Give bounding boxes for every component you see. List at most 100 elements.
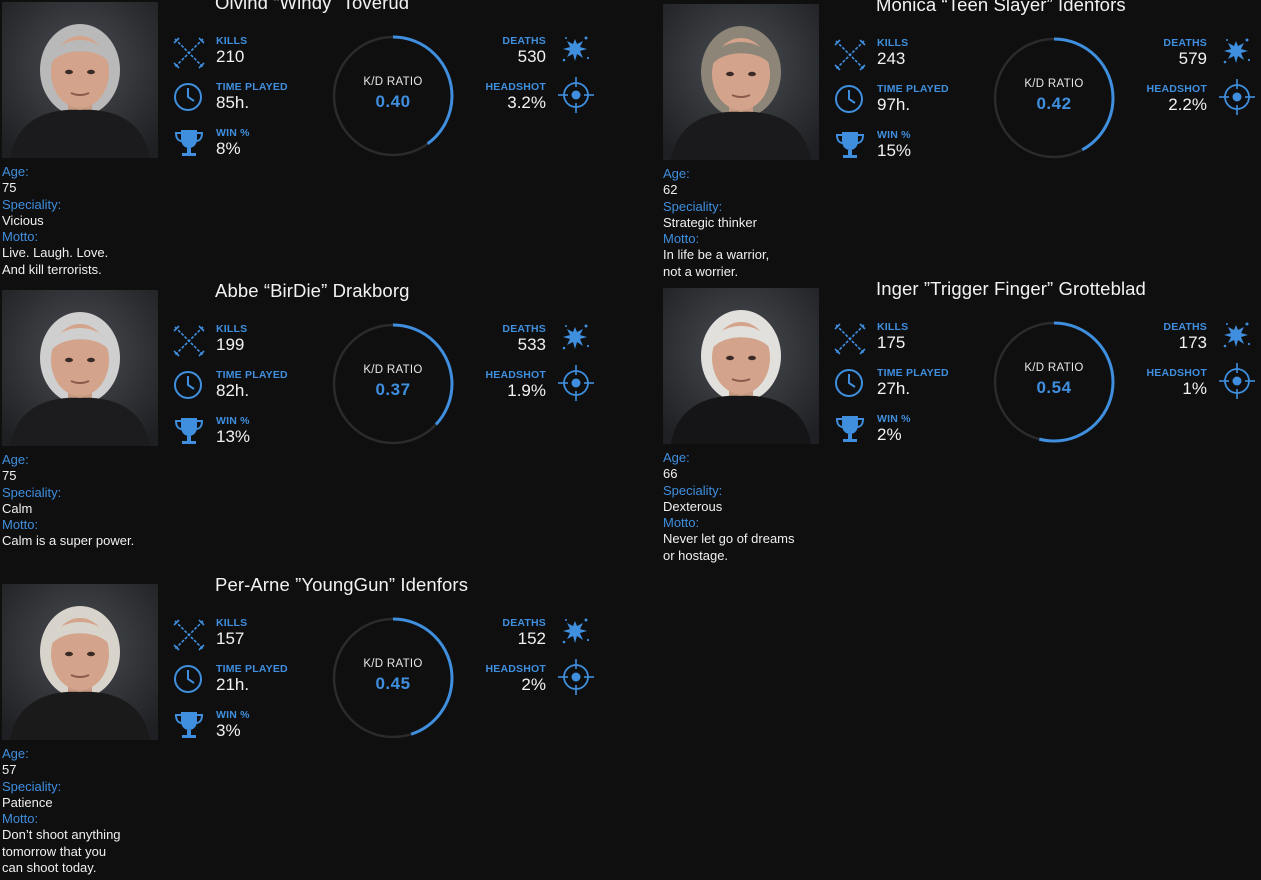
kd-ratio-arc <box>332 323 454 445</box>
crossed-swords-icon <box>172 618 206 652</box>
deaths-value: 579 <box>1178 49 1207 68</box>
clock-icon <box>833 82 867 116</box>
age-label: Age: <box>663 166 690 181</box>
headshot-stat: HEADSHOT 2% <box>485 663 546 695</box>
headshot-value: 1% <box>1182 379 1207 398</box>
time-played-value: 21h. <box>216 675 250 694</box>
kd-value: 0.37 <box>375 380 411 399</box>
headshot-value: 2% <box>521 675 546 694</box>
age-label: Age: <box>663 450 690 465</box>
win-value: 2% <box>877 425 902 444</box>
age-value: 66 <box>663 466 678 482</box>
player-name: Inger ”Trigger Finger” Grotteblad <box>876 278 1146 299</box>
deaths-stat: DEATHS 173 <box>1163 321 1207 353</box>
speciality-value: Strategic thinker <box>663 214 757 230</box>
time-played-label: TIME PLAYED <box>216 369 288 381</box>
kd-ratio-arc <box>993 37 1115 159</box>
speciality-label: Speciality: <box>2 196 62 212</box>
win-stat: WIN % 2% <box>877 413 911 445</box>
speciality-value: Calm <box>2 500 33 516</box>
kills-value: 199 <box>216 335 245 354</box>
crossed-swords-icon <box>833 322 867 356</box>
headshot-label: HEADSHOT <box>485 663 546 675</box>
age-value: 62 <box>663 182 678 198</box>
kd-ratio-ring: K/D RATIO 0.54 <box>991 319 1117 445</box>
kd-ratio-ring: K/D RATIO 0.37 <box>330 321 456 447</box>
player-name: Öivind “Windy” Toverud <box>215 0 410 13</box>
kd-label: K/D RATIO <box>363 364 423 376</box>
win-stat: WIN % 15% <box>877 129 911 161</box>
deaths-value: 530 <box>517 47 546 66</box>
win-value: 15% <box>877 141 912 160</box>
player-card: Abbe “BirDie” Drakborg KILLS 199 TIME PL… <box>2 280 602 580</box>
player-name: Per-Arne ”YoungGun” Idenfors <box>215 574 469 595</box>
speciality-value: Patience <box>2 794 53 810</box>
kd-value: 0.54 <box>1036 378 1072 397</box>
trophy-icon <box>833 128 867 162</box>
headshot-stat: HEADSHOT 1% <box>1146 367 1207 399</box>
player-portrait <box>2 2 158 158</box>
splatter-icon <box>1219 34 1253 68</box>
deaths-stat: DEATHS 152 <box>502 617 546 649</box>
time-played-stat: TIME PLAYED 85h. <box>216 81 288 113</box>
clock-icon <box>172 80 206 114</box>
win-value: 13% <box>216 427 251 446</box>
deaths-stat: DEATHS 533 <box>502 323 546 355</box>
player-portrait <box>2 584 158 740</box>
motto-value: Never let go of dreams or hostage. <box>663 531 795 563</box>
kd-label: K/D RATIO <box>1024 78 1084 90</box>
kd-value: 0.45 <box>375 674 411 693</box>
splatter-icon <box>558 32 592 66</box>
time-played-value: 85h. <box>216 93 250 112</box>
deaths-value: 152 <box>517 629 546 648</box>
time-played-value: 97h. <box>877 95 911 114</box>
time-played-stat: TIME PLAYED 82h. <box>216 369 288 401</box>
kills-value: 243 <box>877 49 906 68</box>
deaths-label: DEATHS <box>502 35 546 47</box>
time-played-stat: TIME PLAYED 97h. <box>877 83 949 115</box>
kills-label: KILLS <box>877 37 909 49</box>
kills-stat: KILLS 157 <box>216 617 247 649</box>
win-value: 8% <box>216 139 241 158</box>
age-value: 57 <box>2 762 17 778</box>
clock-icon <box>833 366 867 400</box>
trophy-icon <box>172 708 206 742</box>
kills-value: 210 <box>216 47 245 66</box>
deaths-label: DEATHS <box>502 617 546 629</box>
kd-ratio-ring: K/D RATIO 0.45 <box>330 615 456 741</box>
time-played-value: 27h. <box>877 379 911 398</box>
kd-ratio-arc <box>993 321 1115 443</box>
speciality-label: Speciality: <box>2 778 62 794</box>
motto-value: Calm is a super power. <box>2 533 135 549</box>
kills-stat: KILLS 210 <box>216 35 247 67</box>
trophy-icon <box>833 412 867 446</box>
headshot-value: 2.2% <box>1168 95 1207 114</box>
win-label: WIN % <box>216 127 250 139</box>
player-portrait <box>663 288 819 444</box>
clock-icon <box>172 662 206 696</box>
motto-label: Motto: <box>663 231 700 247</box>
time-played-value: 82h. <box>216 381 250 400</box>
kd-ratio-arc <box>332 35 454 157</box>
splatter-icon <box>1219 318 1253 352</box>
speciality-label: Speciality: <box>663 482 723 498</box>
win-stat: WIN % 13% <box>216 415 250 447</box>
kills-label: KILLS <box>216 35 248 47</box>
kills-label: KILLS <box>216 617 248 629</box>
headshot-value: 3.2% <box>507 93 546 112</box>
deaths-label: DEATHS <box>502 323 546 335</box>
kd-ratio-arc <box>332 617 454 739</box>
player-card: Per-Arne ”YoungGun” Idenfors KILLS 157 T… <box>2 574 602 875</box>
kills-stat: KILLS 199 <box>216 323 247 355</box>
headshot-label: HEADSHOT <box>485 81 546 93</box>
kd-label: K/D RATIO <box>1024 362 1084 374</box>
motto-value: In life be a warrior, not a worrier. <box>663 247 770 279</box>
time-played-label: TIME PLAYED <box>877 83 949 95</box>
deaths-value: 173 <box>1178 333 1207 352</box>
crossed-swords-icon <box>833 38 867 72</box>
speciality-value: Vicious <box>2 212 44 228</box>
crosshair-icon <box>558 77 594 113</box>
win-value: 3% <box>216 721 241 740</box>
kills-value: 175 <box>877 333 906 352</box>
player-card: Öivind “Windy” Toverud KILLS 210 TIME PL… <box>2 0 602 292</box>
